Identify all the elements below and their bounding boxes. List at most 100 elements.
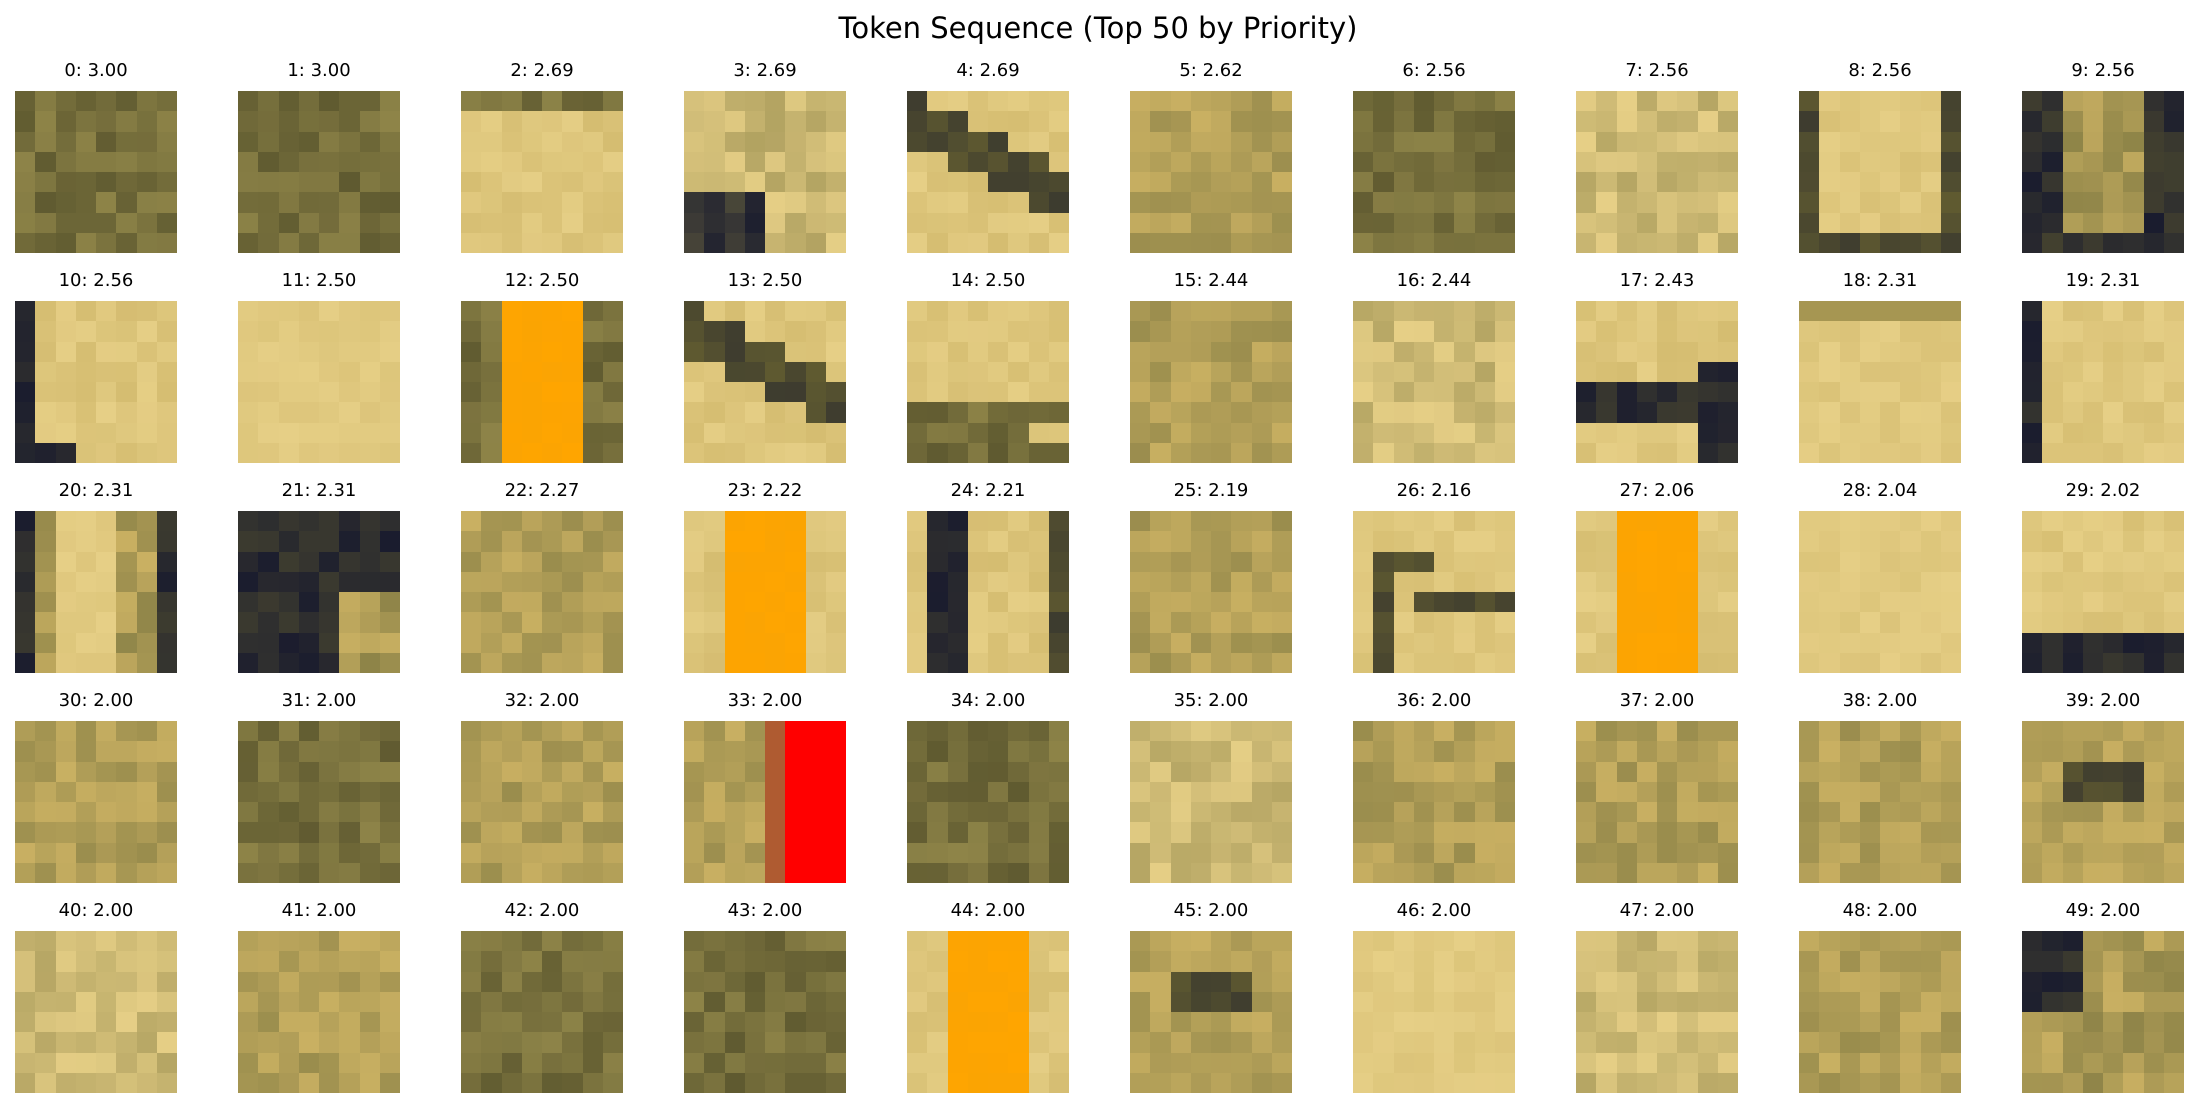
token-tile: 13: 2.50 <box>684 270 846 463</box>
token-tile: 21: 2.31 <box>238 480 400 673</box>
token-label: 31: 2.00 <box>281 690 357 711</box>
token-patch-image <box>2022 511 2184 673</box>
token-patch-image <box>238 301 400 463</box>
token-tile: 34: 2.00 <box>907 690 1069 883</box>
token-tile: 38: 2.00 <box>1799 690 1961 883</box>
token-patch-image <box>1576 721 1738 883</box>
token-tile: 19: 2.31 <box>2022 270 2184 463</box>
token-tile: 23: 2.22 <box>684 480 846 673</box>
token-tile: 28: 2.04 <box>1799 480 1961 673</box>
token-patch-image <box>1353 91 1515 253</box>
token-label: 33: 2.00 <box>727 690 803 711</box>
token-label: 34: 2.00 <box>950 690 1026 711</box>
token-patch-image <box>907 301 1069 463</box>
token-tile: 43: 2.00 <box>684 900 846 1093</box>
token-label: 17: 2.43 <box>1619 270 1695 291</box>
token-tile: 24: 2.21 <box>907 480 1069 673</box>
token-tile: 3: 2.69 <box>684 60 846 253</box>
token-patch-image <box>907 931 1069 1093</box>
token-patch-image <box>1130 931 1292 1093</box>
token-label: 32: 2.00 <box>504 690 580 711</box>
token-patch-image <box>2022 301 2184 463</box>
token-patch-image <box>684 301 846 463</box>
token-tile: 47: 2.00 <box>1576 900 1738 1093</box>
token-patch-image <box>1353 931 1515 1093</box>
token-label: 28: 2.04 <box>1842 480 1918 501</box>
token-patch-image <box>238 511 400 673</box>
token-label: 43: 2.00 <box>727 900 803 921</box>
token-patch-image <box>461 931 623 1093</box>
token-label: 35: 2.00 <box>1173 690 1249 711</box>
token-label: 3: 2.69 <box>733 60 797 81</box>
token-tile: 33: 2.00 <box>684 690 846 883</box>
token-patch-image <box>1799 301 1961 463</box>
token-label: 47: 2.00 <box>1619 900 1695 921</box>
token-label: 10: 2.56 <box>58 270 134 291</box>
token-patch-image <box>684 931 846 1093</box>
token-label: 36: 2.00 <box>1396 690 1472 711</box>
token-tile: 6: 2.56 <box>1353 60 1515 253</box>
token-label: 25: 2.19 <box>1173 480 1249 501</box>
token-tile: 9: 2.56 <box>2022 60 2184 253</box>
token-patch-image <box>1353 511 1515 673</box>
token-label: 0: 3.00 <box>64 60 128 81</box>
token-label: 24: 2.21 <box>950 480 1026 501</box>
token-patch-image <box>15 301 177 463</box>
token-patch-image <box>238 721 400 883</box>
token-patch-image <box>1799 91 1961 253</box>
token-label: 1: 3.00 <box>287 60 351 81</box>
token-tile: 8: 2.56 <box>1799 60 1961 253</box>
token-tile: 17: 2.43 <box>1576 270 1738 463</box>
token-tile: 5: 2.62 <box>1130 60 1292 253</box>
token-tile: 10: 2.56 <box>15 270 177 463</box>
token-patch-image <box>1130 511 1292 673</box>
token-label: 38: 2.00 <box>1842 690 1918 711</box>
token-tile: 1: 3.00 <box>238 60 400 253</box>
token-tile: 37: 2.00 <box>1576 690 1738 883</box>
token-tile: 20: 2.31 <box>15 480 177 673</box>
token-label: 39: 2.00 <box>2065 690 2141 711</box>
token-tile: 14: 2.50 <box>907 270 1069 463</box>
token-patch-image <box>1130 301 1292 463</box>
token-label: 44: 2.00 <box>950 900 1026 921</box>
token-patch-image <box>1799 721 1961 883</box>
token-patch-image <box>238 931 400 1093</box>
token-label: 46: 2.00 <box>1396 900 1472 921</box>
token-label: 9: 2.56 <box>2071 60 2135 81</box>
token-tile: 0: 3.00 <box>15 60 177 253</box>
token-label: 14: 2.50 <box>950 270 1026 291</box>
token-tile: 25: 2.19 <box>1130 480 1292 673</box>
token-label: 12: 2.50 <box>504 270 580 291</box>
token-tile: 26: 2.16 <box>1353 480 1515 673</box>
token-label: 18: 2.31 <box>1842 270 1918 291</box>
token-label: 5: 2.62 <box>1179 60 1243 81</box>
token-patch-image <box>15 721 177 883</box>
token-patch-image <box>238 91 400 253</box>
token-tile: 29: 2.02 <box>2022 480 2184 673</box>
token-tile: 41: 2.00 <box>238 900 400 1093</box>
token-label: 41: 2.00 <box>281 900 357 921</box>
token-patch-image <box>2022 91 2184 253</box>
token-label: 8: 2.56 <box>1848 60 1912 81</box>
token-label: 15: 2.44 <box>1173 270 1249 291</box>
token-patch-image <box>907 721 1069 883</box>
token-label: 48: 2.00 <box>1842 900 1918 921</box>
token-label: 40: 2.00 <box>58 900 134 921</box>
token-patch-image <box>684 91 846 253</box>
token-patch-image <box>2022 721 2184 883</box>
token-patch-image <box>1576 91 1738 253</box>
token-label: 49: 2.00 <box>2065 900 2141 921</box>
token-patch-image <box>1130 91 1292 253</box>
token-patch-image <box>461 301 623 463</box>
token-tile: 16: 2.44 <box>1353 270 1515 463</box>
token-tile: 18: 2.31 <box>1799 270 1961 463</box>
figure-title: Token Sequence (Top 50 by Priority) <box>838 11 1358 45</box>
token-label: 6: 2.56 <box>1402 60 1466 81</box>
token-label: 13: 2.50 <box>727 270 803 291</box>
token-tile: 45: 2.00 <box>1130 900 1292 1093</box>
token-patch-image <box>461 511 623 673</box>
token-tile: 49: 2.00 <box>2022 900 2184 1093</box>
token-patch-image <box>907 511 1069 673</box>
token-tile: 39: 2.00 <box>2022 690 2184 883</box>
